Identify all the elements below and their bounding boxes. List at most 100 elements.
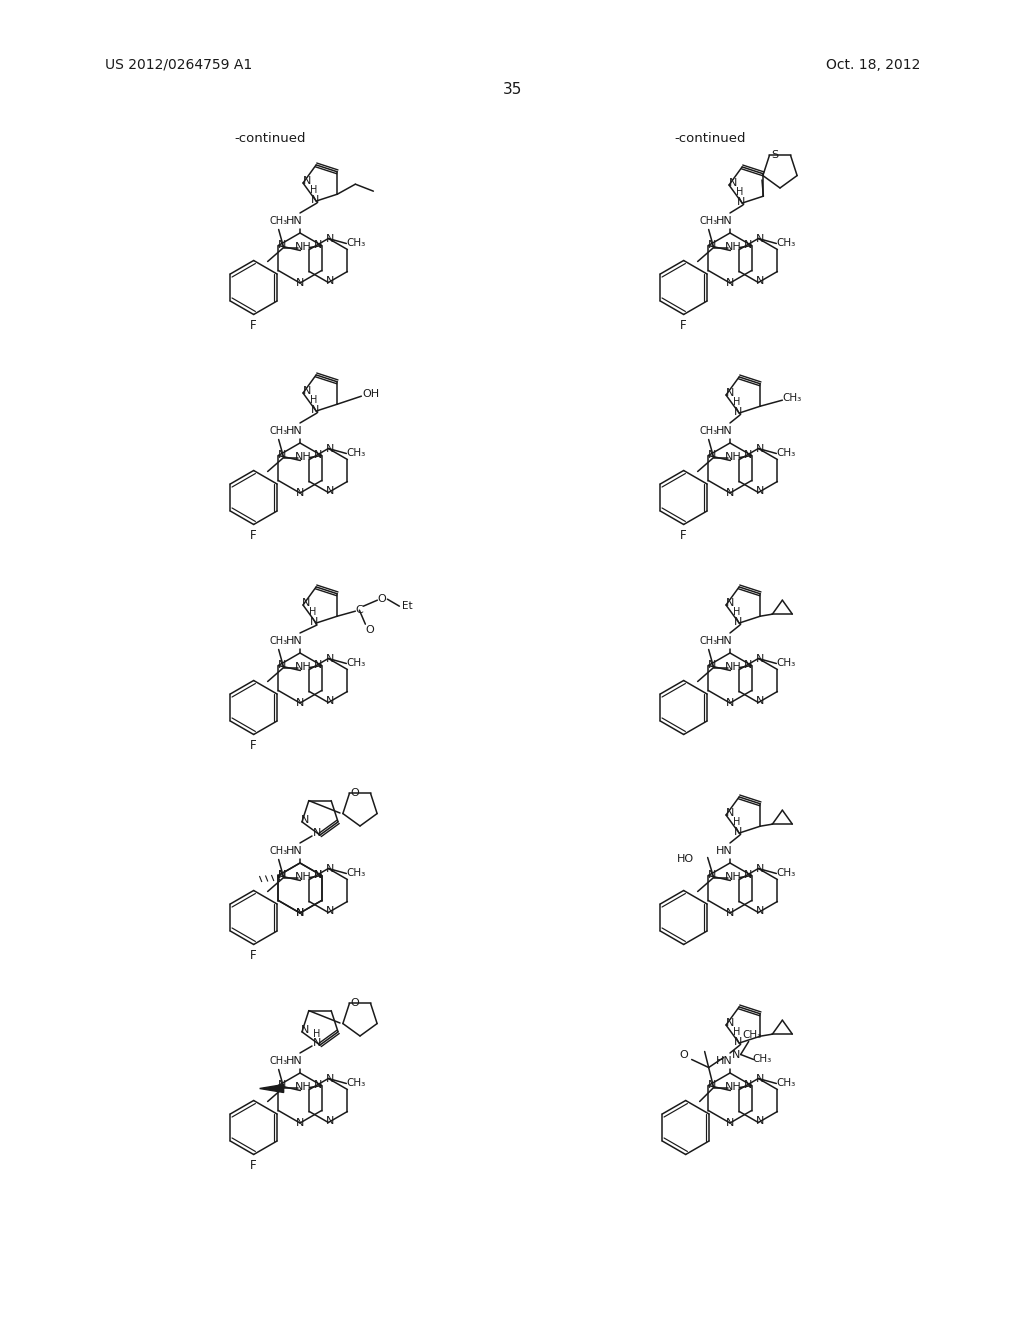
Text: NH: NH	[295, 1082, 312, 1093]
Text: N: N	[743, 450, 752, 461]
Text: HN: HN	[286, 846, 302, 855]
Text: NH: NH	[725, 243, 742, 252]
Text: CH₃: CH₃	[782, 393, 802, 403]
Text: N: N	[756, 1074, 765, 1085]
Text: N: N	[729, 178, 737, 187]
Text: N: N	[279, 450, 287, 461]
Text: N: N	[279, 1081, 287, 1090]
Text: N: N	[327, 655, 335, 664]
Text: N: N	[756, 235, 765, 244]
Text: O: O	[377, 594, 386, 605]
Text: NH: NH	[725, 873, 742, 883]
Text: HO: HO	[677, 854, 693, 865]
Text: N: N	[726, 698, 734, 708]
Text: N: N	[310, 616, 318, 627]
Text: N: N	[731, 1049, 739, 1060]
Text: N: N	[734, 616, 742, 627]
Text: N: N	[311, 405, 319, 414]
Text: N: N	[302, 598, 310, 609]
Text: CH₃: CH₃	[777, 659, 796, 668]
Text: HN: HN	[716, 426, 732, 436]
Text: N: N	[743, 1081, 752, 1090]
Text: CH₃: CH₃	[347, 239, 366, 248]
Text: HN: HN	[716, 636, 732, 645]
Text: N: N	[726, 279, 734, 288]
Text: CH₃: CH₃	[347, 449, 366, 458]
Text: CH₃: CH₃	[347, 1078, 366, 1089]
Text: CH₃: CH₃	[777, 449, 796, 458]
Text: N: N	[303, 176, 311, 186]
Text: NH: NH	[295, 453, 312, 462]
Text: N: N	[743, 240, 752, 251]
Text: F: F	[250, 529, 257, 543]
Text: N: N	[709, 240, 717, 251]
Text: H: H	[733, 817, 740, 828]
Text: N: N	[756, 445, 765, 454]
Text: N: N	[709, 660, 717, 671]
Text: N: N	[734, 407, 742, 417]
Text: HN: HN	[716, 846, 732, 855]
Text: HN: HN	[286, 426, 302, 436]
Text: N: N	[726, 1118, 734, 1129]
Text: N: N	[327, 487, 335, 496]
Text: CH₃: CH₃	[777, 1078, 796, 1089]
Text: F: F	[250, 949, 257, 962]
Text: N: N	[303, 385, 311, 396]
Text: N: N	[296, 279, 304, 288]
Text: N: N	[726, 808, 734, 818]
Text: CH₃: CH₃	[699, 425, 718, 436]
Text: HN: HN	[716, 216, 732, 226]
Text: N: N	[312, 828, 322, 838]
Text: N: N	[327, 1074, 335, 1085]
Text: NH: NH	[725, 663, 742, 672]
Text: -continued: -continued	[234, 132, 306, 144]
Text: Oct. 18, 2012: Oct. 18, 2012	[825, 58, 920, 73]
Text: N: N	[726, 1018, 734, 1028]
Text: N: N	[726, 488, 734, 498]
Text: N: N	[301, 1024, 309, 1035]
Text: HN: HN	[716, 1056, 732, 1067]
Text: N: N	[279, 660, 287, 671]
Text: N: N	[311, 195, 319, 205]
Text: H: H	[310, 395, 317, 405]
Text: NH: NH	[295, 663, 312, 672]
Text: N: N	[327, 907, 335, 916]
Text: O: O	[679, 1051, 688, 1060]
Text: H: H	[736, 187, 743, 197]
Text: H: H	[310, 185, 317, 195]
Text: O: O	[365, 626, 374, 635]
Text: C: C	[355, 605, 364, 615]
Text: 35: 35	[503, 82, 521, 98]
Text: CH₃: CH₃	[742, 1031, 761, 1040]
Text: S: S	[771, 150, 778, 161]
Text: CH₃: CH₃	[699, 635, 718, 645]
Text: F: F	[680, 529, 687, 543]
Text: CH₃: CH₃	[699, 215, 718, 226]
Text: N: N	[313, 240, 322, 251]
Polygon shape	[260, 1085, 284, 1093]
Text: H: H	[733, 607, 740, 616]
Text: F: F	[250, 739, 257, 752]
Text: N: N	[743, 660, 752, 671]
Text: N: N	[313, 450, 322, 461]
Text: N: N	[734, 1038, 742, 1047]
Text: N: N	[756, 907, 765, 916]
Text: CH₃: CH₃	[269, 635, 288, 645]
Text: N: N	[756, 276, 765, 286]
Text: N: N	[726, 388, 734, 399]
Text: N: N	[327, 445, 335, 454]
Text: CH₃: CH₃	[347, 659, 366, 668]
Text: US 2012/0264759 A1: US 2012/0264759 A1	[105, 58, 252, 73]
Text: N: N	[296, 488, 304, 498]
Text: N: N	[756, 865, 765, 874]
Text: Et: Et	[402, 601, 413, 611]
Text: NH: NH	[725, 1082, 742, 1093]
Text: N: N	[296, 908, 304, 917]
Text: N: N	[296, 698, 304, 708]
Text: F: F	[250, 319, 257, 333]
Text: N: N	[327, 865, 335, 874]
Text: CH₃: CH₃	[269, 1056, 288, 1065]
Text: N: N	[327, 276, 335, 286]
Text: HN: HN	[286, 216, 302, 226]
Text: N: N	[327, 697, 335, 706]
